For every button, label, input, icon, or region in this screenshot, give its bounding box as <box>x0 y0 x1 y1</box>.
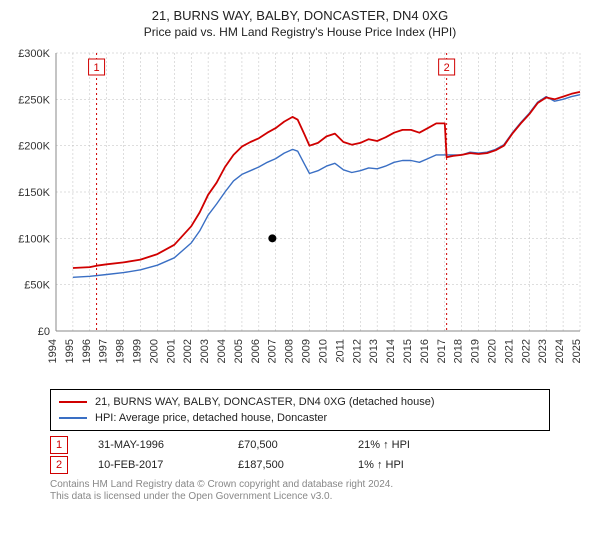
svg-text:1995: 1995 <box>64 339 76 363</box>
chart-title-address: 21, BURNS WAY, BALBY, DONCASTER, DN4 0XG <box>10 8 590 23</box>
sale-badge: 2 <box>50 456 68 474</box>
sale-date: 31-MAY-1996 <box>98 439 208 451</box>
svg-text:2020: 2020 <box>486 339 498 363</box>
svg-text:2008: 2008 <box>284 339 296 363</box>
legend-label: 21, BURNS WAY, BALBY, DONCASTER, DN4 0XG… <box>95 396 435 408</box>
svg-text:1996: 1996 <box>81 339 93 363</box>
svg-text:2: 2 <box>444 62 450 74</box>
svg-text:1997: 1997 <box>98 339 110 363</box>
legend-swatch <box>59 401 87 403</box>
legend-item: 21, BURNS WAY, BALBY, DONCASTER, DN4 0XG… <box>59 394 541 410</box>
svg-text:2013: 2013 <box>368 339 380 363</box>
line-chart: £0 £50K £100K £150K £200K £250K £300K 1994 1995 1… <box>10 43 590 383</box>
svg-text:2009: 2009 <box>301 339 313 363</box>
sale-row: 2 10-FEB-2017 £187,500 1% ↑ HPI <box>50 455 590 475</box>
svg-text:£150K: £150K <box>18 187 50 199</box>
svg-text:£0: £0 <box>38 326 50 338</box>
svg-text:2025: 2025 <box>571 339 583 363</box>
svg-text:2024: 2024 <box>554 339 566 363</box>
legend-item: HPI: Average price, detached house, Donc… <box>59 410 541 426</box>
svg-text:2005: 2005 <box>233 339 245 363</box>
svg-text:2001: 2001 <box>165 339 177 363</box>
svg-text:2018: 2018 <box>453 339 465 363</box>
sale-row: 1 31-MAY-1996 £70,500 21% ↑ HPI <box>50 435 590 455</box>
svg-text:2012: 2012 <box>351 339 363 363</box>
svg-text:2006: 2006 <box>250 339 262 363</box>
sale-price: £70,500 <box>238 439 328 451</box>
legend-swatch <box>59 417 87 419</box>
svg-text:2007: 2007 <box>267 339 279 363</box>
footer: Contains HM Land Registry data © Crown c… <box>50 479 590 503</box>
svg-text:2002: 2002 <box>182 339 194 363</box>
svg-text:2000: 2000 <box>148 339 160 363</box>
sale-price: £187,500 <box>238 459 328 471</box>
svg-text:2011: 2011 <box>334 339 346 363</box>
legend: 21, BURNS WAY, BALBY, DONCASTER, DN4 0XG… <box>50 389 550 431</box>
svg-text:2022: 2022 <box>520 339 532 363</box>
svg-text:2004: 2004 <box>216 339 228 363</box>
svg-text:2014: 2014 <box>385 339 397 363</box>
sale-date: 10-FEB-2017 <box>98 459 208 471</box>
svg-text:2015: 2015 <box>402 339 414 363</box>
svg-text:1998: 1998 <box>115 339 127 363</box>
chart-svg: £0 £50K £100K £150K £200K £250K £300K 1994 1995 1… <box>10 43 590 383</box>
svg-text:2016: 2016 <box>419 339 431 363</box>
svg-text:£300K: £300K <box>18 48 50 60</box>
svg-text:£250K: £250K <box>18 94 50 106</box>
svg-text:£100K: £100K <box>18 233 50 245</box>
footer-line: This data is licensed under the Open Gov… <box>50 491 590 503</box>
svg-text:£50K: £50K <box>24 280 50 292</box>
sale-delta: 1% ↑ HPI <box>358 459 404 471</box>
svg-text:2010: 2010 <box>317 339 329 363</box>
svg-text:2003: 2003 <box>199 339 211 363</box>
legend-label: HPI: Average price, detached house, Donc… <box>95 412 327 424</box>
svg-text:£200K: £200K <box>18 141 50 153</box>
svg-text:1999: 1999 <box>132 339 144 363</box>
sale-badge: 1 <box>50 436 68 454</box>
svg-text:1: 1 <box>94 62 100 74</box>
footer-line: Contains HM Land Registry data © Crown c… <box>50 479 590 491</box>
svg-text:2017: 2017 <box>436 339 448 363</box>
chart-container: 21, BURNS WAY, BALBY, DONCASTER, DN4 0XG… <box>0 0 600 560</box>
svg-text:2019: 2019 <box>470 339 482 363</box>
chart-subtitle: Price paid vs. HM Land Registry's House … <box>10 25 590 39</box>
svg-text:1994: 1994 <box>47 339 59 363</box>
sale-delta: 21% ↑ HPI <box>358 439 410 451</box>
svg-text:2021: 2021 <box>503 339 515 363</box>
svg-text:2023: 2023 <box>537 339 549 363</box>
